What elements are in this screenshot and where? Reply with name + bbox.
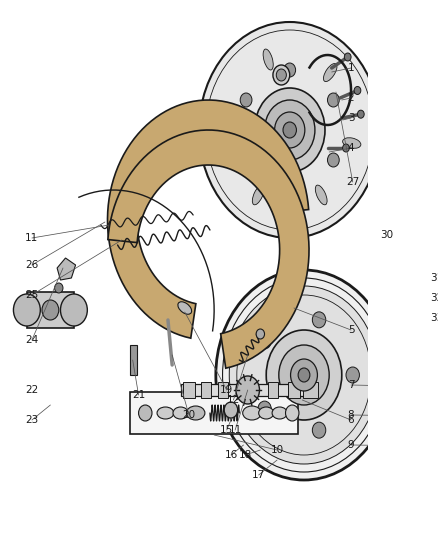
Text: 4: 4	[348, 143, 354, 153]
Text: 21: 21	[132, 390, 145, 400]
Text: 31: 31	[430, 273, 438, 283]
Ellipse shape	[187, 406, 205, 420]
Ellipse shape	[263, 49, 273, 70]
Circle shape	[312, 422, 326, 438]
Ellipse shape	[173, 407, 188, 419]
Circle shape	[42, 300, 59, 320]
Circle shape	[273, 65, 290, 85]
Circle shape	[279, 345, 329, 405]
Bar	[303, 382, 318, 398]
Text: 27: 27	[346, 177, 359, 187]
Ellipse shape	[323, 63, 337, 82]
Text: 3: 3	[348, 113, 354, 123]
Bar	[218, 382, 228, 398]
Bar	[130, 345, 137, 375]
Polygon shape	[108, 130, 309, 368]
Text: 20: 20	[182, 410, 195, 420]
Bar	[268, 382, 278, 398]
Ellipse shape	[286, 405, 299, 421]
Bar	[130, 392, 298, 434]
Circle shape	[258, 401, 271, 417]
Circle shape	[199, 22, 381, 238]
Circle shape	[290, 359, 318, 391]
Circle shape	[284, 63, 296, 77]
Text: 6: 6	[348, 415, 354, 425]
Text: 23: 23	[25, 415, 39, 425]
Circle shape	[346, 367, 360, 383]
Circle shape	[265, 100, 315, 160]
Circle shape	[328, 153, 339, 167]
Circle shape	[55, 283, 63, 293]
Text: 11: 11	[229, 425, 242, 435]
Circle shape	[357, 110, 364, 118]
Text: 33: 33	[430, 313, 438, 323]
Ellipse shape	[343, 138, 361, 148]
Bar	[201, 382, 211, 398]
Text: 26: 26	[25, 260, 39, 270]
Text: 22: 22	[25, 385, 39, 395]
Text: 9: 9	[348, 440, 354, 450]
Text: 12: 12	[227, 395, 240, 405]
Text: 18: 18	[239, 450, 252, 460]
Text: 15: 15	[220, 425, 233, 435]
Ellipse shape	[272, 407, 287, 419]
Circle shape	[312, 312, 326, 328]
Text: 7: 7	[348, 380, 354, 390]
Text: 17: 17	[252, 470, 265, 480]
Ellipse shape	[252, 185, 264, 205]
Ellipse shape	[178, 302, 192, 314]
Text: 5: 5	[348, 325, 354, 335]
Text: 25: 25	[25, 290, 39, 300]
Circle shape	[256, 329, 265, 339]
Bar	[183, 382, 195, 398]
Circle shape	[276, 69, 286, 81]
Text: 11: 11	[25, 233, 39, 243]
Circle shape	[258, 333, 271, 349]
Ellipse shape	[138, 405, 152, 421]
Polygon shape	[57, 258, 76, 280]
Text: 1: 1	[348, 63, 354, 73]
Text: 24: 24	[25, 335, 39, 345]
Circle shape	[224, 402, 238, 418]
Ellipse shape	[259, 407, 274, 419]
Text: 2: 2	[348, 93, 354, 103]
Circle shape	[275, 112, 305, 148]
Circle shape	[343, 144, 350, 152]
Circle shape	[328, 93, 339, 107]
Bar	[180, 384, 315, 396]
Circle shape	[14, 294, 40, 326]
Circle shape	[354, 86, 361, 94]
Circle shape	[298, 368, 310, 382]
Circle shape	[236, 376, 259, 404]
Circle shape	[229, 286, 379, 464]
Circle shape	[266, 330, 342, 420]
Circle shape	[216, 270, 392, 480]
Text: 30: 30	[380, 230, 393, 240]
Circle shape	[254, 88, 325, 172]
Bar	[27, 292, 74, 328]
Ellipse shape	[243, 406, 261, 420]
Circle shape	[240, 153, 252, 167]
Ellipse shape	[157, 407, 174, 419]
Ellipse shape	[315, 185, 327, 205]
Circle shape	[283, 122, 297, 138]
Circle shape	[240, 93, 252, 107]
Circle shape	[284, 183, 296, 197]
Ellipse shape	[219, 112, 237, 122]
Text: 16: 16	[224, 450, 237, 460]
Text: 8: 8	[348, 410, 354, 420]
Text: 19: 19	[220, 385, 233, 395]
Circle shape	[344, 53, 351, 61]
Circle shape	[60, 294, 87, 326]
Text: 10: 10	[271, 445, 284, 455]
Text: 32: 32	[430, 293, 438, 303]
Bar	[288, 382, 300, 398]
Polygon shape	[107, 100, 309, 338]
